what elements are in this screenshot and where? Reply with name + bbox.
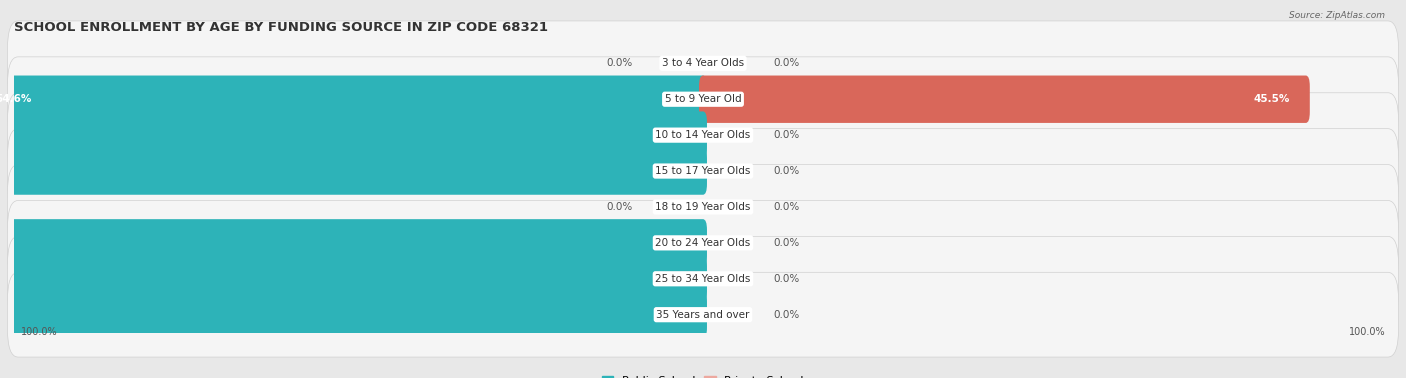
FancyBboxPatch shape <box>7 57 1399 142</box>
Text: 0.0%: 0.0% <box>773 310 800 320</box>
FancyBboxPatch shape <box>699 76 1310 123</box>
Text: 0.0%: 0.0% <box>773 58 800 68</box>
Text: 0.0%: 0.0% <box>773 202 800 212</box>
Text: 54.6%: 54.6% <box>0 94 32 104</box>
FancyBboxPatch shape <box>7 129 1399 214</box>
Text: SCHOOL ENROLLMENT BY AGE BY FUNDING SOURCE IN ZIP CODE 68321: SCHOOL ENROLLMENT BY AGE BY FUNDING SOUR… <box>14 21 548 34</box>
FancyBboxPatch shape <box>7 200 1399 285</box>
FancyBboxPatch shape <box>7 21 1399 106</box>
Text: 0.0%: 0.0% <box>773 130 800 140</box>
Text: 20 to 24 Year Olds: 20 to 24 Year Olds <box>655 238 751 248</box>
FancyBboxPatch shape <box>0 76 707 123</box>
Text: 0.0%: 0.0% <box>773 166 800 176</box>
FancyBboxPatch shape <box>0 255 707 302</box>
FancyBboxPatch shape <box>0 112 707 159</box>
Text: 25 to 34 Year Olds: 25 to 34 Year Olds <box>655 274 751 284</box>
Text: 0.0%: 0.0% <box>606 202 633 212</box>
Text: 3 to 4 Year Olds: 3 to 4 Year Olds <box>662 58 744 68</box>
Text: 0.0%: 0.0% <box>773 274 800 284</box>
Text: 15 to 17 Year Olds: 15 to 17 Year Olds <box>655 166 751 176</box>
FancyBboxPatch shape <box>7 164 1399 249</box>
Text: Source: ZipAtlas.com: Source: ZipAtlas.com <box>1289 11 1385 20</box>
Text: 45.5%: 45.5% <box>1254 94 1289 104</box>
FancyBboxPatch shape <box>0 291 707 338</box>
Text: 35 Years and over: 35 Years and over <box>657 310 749 320</box>
Text: 0.0%: 0.0% <box>606 58 633 68</box>
Text: 10 to 14 Year Olds: 10 to 14 Year Olds <box>655 130 751 140</box>
FancyBboxPatch shape <box>7 272 1399 357</box>
Text: 100.0%: 100.0% <box>21 327 58 337</box>
FancyBboxPatch shape <box>0 219 707 266</box>
Text: 18 to 19 Year Olds: 18 to 19 Year Olds <box>655 202 751 212</box>
Text: 5 to 9 Year Old: 5 to 9 Year Old <box>665 94 741 104</box>
FancyBboxPatch shape <box>7 236 1399 321</box>
FancyBboxPatch shape <box>0 147 707 195</box>
Text: 0.0%: 0.0% <box>773 238 800 248</box>
Text: 100.0%: 100.0% <box>1348 327 1385 337</box>
FancyBboxPatch shape <box>7 93 1399 178</box>
Legend: Public School, Private School: Public School, Private School <box>598 371 808 378</box>
